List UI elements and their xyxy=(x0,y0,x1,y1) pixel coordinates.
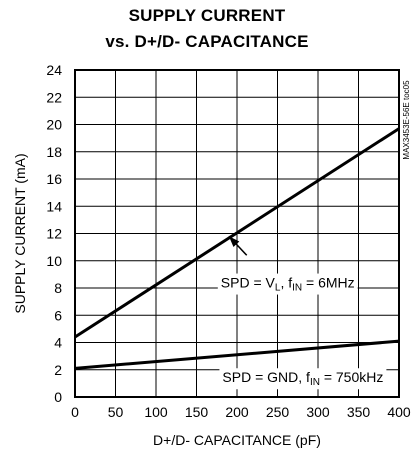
y-tick-label: 10 xyxy=(46,253,62,269)
plot-frame xyxy=(74,69,400,398)
series-label-part: = 6MHz xyxy=(302,275,355,291)
x-tick-label: 0 xyxy=(71,404,79,420)
series-label-part: IN xyxy=(310,377,320,388)
y-tick-label: 14 xyxy=(46,198,62,214)
x-tick-label: 150 xyxy=(185,404,209,420)
tick-labels: 0 50 100 150 200 250 300 350 4000246810121416182… xyxy=(46,62,410,420)
x-tick-label: 350 xyxy=(347,404,371,420)
x-tick-label: 100 xyxy=(144,404,168,420)
y-tick-label: 16 xyxy=(46,171,62,187)
label-background xyxy=(219,368,387,390)
annotation-arrow-head xyxy=(228,236,240,247)
y-tick-label: 2 xyxy=(54,362,62,378)
x-tick-label: 250 xyxy=(266,404,290,420)
y-tick-label: 4 xyxy=(54,335,62,351)
series-label-part: SPD = V xyxy=(221,275,276,291)
y-tick-label: 6 xyxy=(54,307,62,323)
series-label-part: L xyxy=(275,283,281,294)
series-label-gnd: SPD = GND, fIN = 750kHz xyxy=(222,369,383,388)
x-tick-label: 50 xyxy=(108,404,124,420)
chart-title-line2: vs. D+/D- CAPACITANCE xyxy=(105,32,309,51)
series-layer xyxy=(74,127,400,370)
series-label-part: IN xyxy=(292,283,302,294)
figure-id: MAX3453E-56E toc05 xyxy=(402,80,411,160)
series-line-gnd xyxy=(74,339,400,370)
chart-title-line1: SUPPLY CURRENT xyxy=(128,6,286,25)
y-tick-label: 24 xyxy=(46,62,62,78)
series-line-vl xyxy=(74,127,400,339)
y-tick-label: 0 xyxy=(54,389,62,405)
x-tick-label: 200 xyxy=(225,404,249,420)
y-tick-label: 8 xyxy=(54,280,62,296)
y-tick-label: 20 xyxy=(46,117,62,133)
x-axis-label: D+/D- CAPACITANCE (pF) xyxy=(153,432,321,448)
y-tick-label: 18 xyxy=(46,144,62,160)
series-label-part: = 750kHz xyxy=(320,369,383,385)
x-tick-label: 400 xyxy=(387,404,411,420)
y-tick-label: 22 xyxy=(46,89,62,105)
y-axis-label: SUPPLY CURRENT (mA) xyxy=(12,153,28,313)
x-tick-label: 300 xyxy=(306,404,330,420)
y-tick-label: 12 xyxy=(46,226,62,242)
label-background xyxy=(217,273,358,295)
series-label-part: , f xyxy=(280,275,292,291)
series-label-vl: SPD = VL, fIN = 6MHz xyxy=(221,275,355,294)
series-label-part: SPD = GND, f xyxy=(222,369,310,385)
